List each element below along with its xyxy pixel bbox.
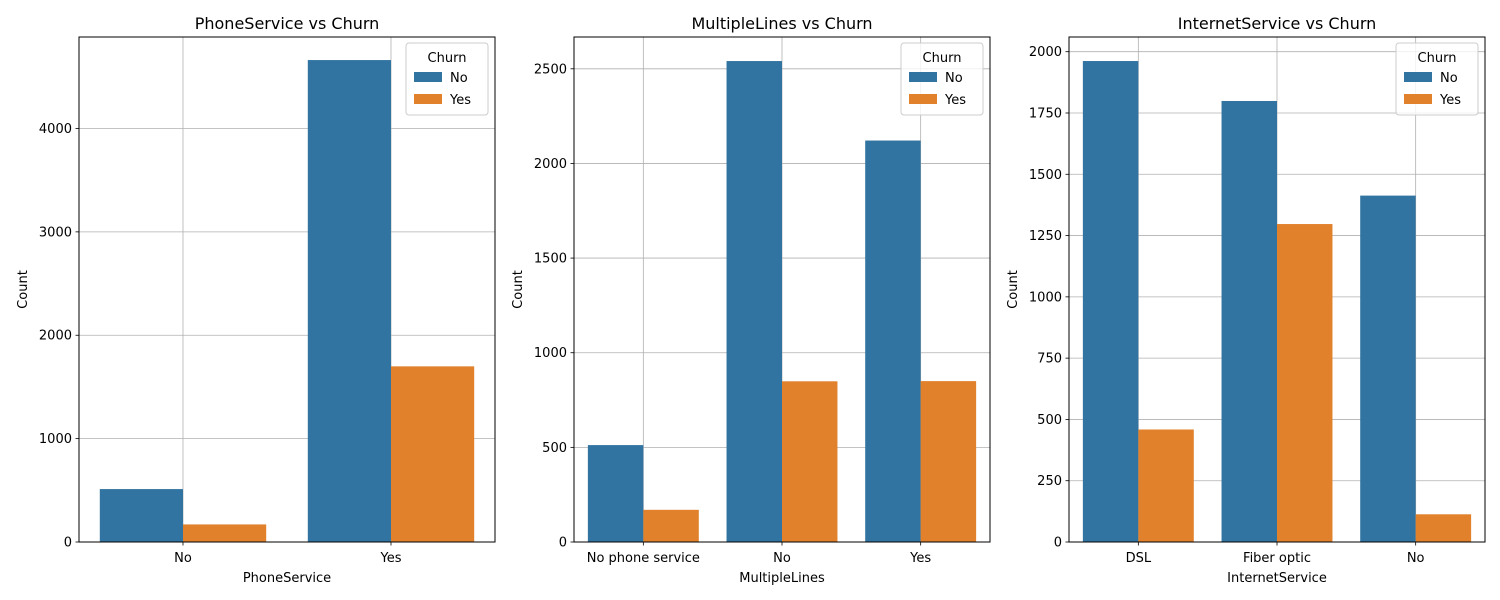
bar-no — [726, 61, 782, 542]
legend: Churn No Yes — [405, 42, 489, 116]
y-tick-label: 500 — [1037, 413, 1062, 428]
y-tick-label: 4000 — [39, 122, 72, 137]
x-tick-label: Yes — [909, 551, 931, 566]
chart-title: MultipleLines vs Churn — [691, 14, 872, 33]
chart-title: InternetService vs Churn — [1178, 14, 1377, 33]
y-axis-label: Count — [1006, 270, 1021, 309]
legend-label: Yes — [944, 93, 966, 108]
y-tick-label: 1000 — [39, 432, 72, 447]
legend-label: Yes — [1439, 93, 1461, 108]
y-tick-label: 1000 — [534, 346, 567, 361]
y-tick-label: 1750 — [1029, 106, 1062, 121]
x-tick-label: Fiber optic — [1243, 551, 1311, 566]
legend-swatch — [414, 72, 442, 82]
chart-2: 0 500 1000 1500 2000 2500 No phone service No Ye… — [511, 14, 991, 586]
legend-label: Yes — [449, 93, 471, 108]
chart-title: PhoneService vs Churn — [195, 14, 380, 33]
x-tick-label: No — [1407, 551, 1425, 566]
y-tick-label: 0 — [559, 536, 567, 551]
y-axis-label: Count — [511, 270, 526, 309]
bar-yes — [1138, 429, 1194, 542]
y-tick-label: 1500 — [1029, 168, 1062, 183]
x-axis-label: MultipleLines — [739, 571, 825, 586]
y-tick-label: 2500 — [534, 62, 567, 77]
legend-label: No — [450, 71, 468, 86]
bar-no — [587, 445, 644, 542]
bar-yes — [920, 381, 977, 542]
bar-no — [865, 140, 921, 542]
legend: Churn No Yes — [900, 42, 984, 116]
chart-1: 0 1000 2000 3000 4000 No Yes PhoneService vs Ch… — [16, 14, 496, 586]
legend: Churn No Yes — [1395, 42, 1479, 116]
bar-no — [1082, 61, 1139, 543]
legend-title: Churn — [1418, 51, 1457, 66]
x-tick-label: Yes — [380, 551, 402, 566]
y-tick-label: 3000 — [39, 225, 72, 240]
legend-swatch — [1404, 94, 1432, 104]
legend-label: No — [945, 71, 963, 86]
y-tick-label: 2000 — [1029, 45, 1062, 60]
legend-title: Churn — [923, 51, 962, 66]
chart-3: 0 250 500 750 1000 1250 1500 1750 2000 DSL Fiber o… — [1006, 14, 1486, 586]
bar-no — [99, 489, 183, 542]
y-axis-label: Count — [16, 270, 31, 309]
bar-yes — [391, 366, 475, 542]
x-axis-label: PhoneService — [243, 571, 331, 586]
bar-yes — [1415, 514, 1472, 542]
bar-no — [1360, 195, 1416, 542]
x-axis-label: InternetService — [1227, 571, 1327, 586]
y-tick-label: 750 — [1037, 352, 1062, 367]
legend-swatch — [909, 72, 937, 82]
bar-no — [1221, 100, 1277, 543]
y-tick-label: 250 — [1037, 474, 1062, 489]
legend-label: No — [1440, 71, 1458, 86]
legend-title: Churn — [428, 51, 467, 66]
plot-frame — [78, 36, 496, 543]
y-tick-label: 1000 — [1029, 290, 1062, 305]
bar-no — [307, 60, 391, 542]
legend-swatch — [1404, 72, 1432, 82]
y-tick-label: 0 — [64, 536, 72, 551]
legend-swatch — [909, 94, 937, 104]
bar-yes — [643, 509, 699, 542]
x-tick-label: No — [174, 551, 192, 566]
bar-yes — [782, 381, 838, 542]
bar-yes — [1277, 224, 1333, 542]
y-tick-label: 500 — [542, 441, 567, 456]
y-tick-label: 0 — [1054, 536, 1062, 551]
x-tick-label: No — [773, 551, 791, 566]
x-tick-label: DSL — [1126, 551, 1152, 566]
legend-swatch — [414, 94, 442, 104]
bar-yes — [183, 524, 267, 542]
y-tick-label: 1500 — [534, 252, 567, 267]
y-tick-label: 2000 — [534, 157, 567, 172]
y-tick-label: 1250 — [1029, 229, 1062, 244]
y-tick-label: 2000 — [39, 329, 72, 344]
x-tick-label: No phone service — [587, 551, 700, 566]
